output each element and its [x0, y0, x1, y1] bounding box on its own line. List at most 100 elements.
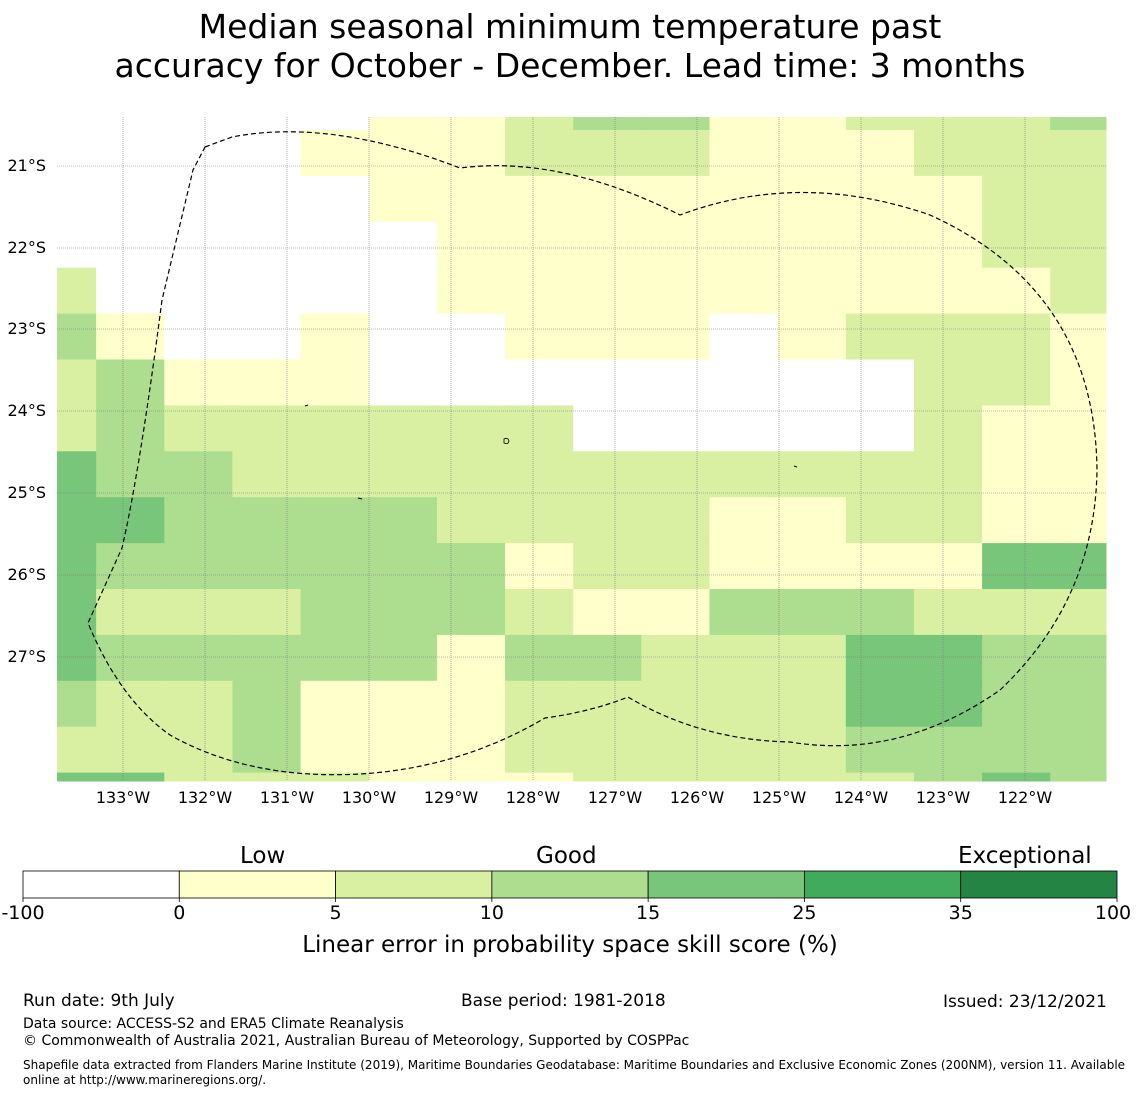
grid-cell	[96, 359, 165, 406]
grid-cell	[164, 221, 233, 269]
grid-cell	[505, 130, 574, 177]
grid-cell	[368, 726, 438, 774]
grid-cell	[96, 726, 165, 774]
colorbar-tick-label: 10	[479, 902, 504, 924]
grid-cell	[368, 451, 438, 498]
grid-cell	[1050, 543, 1107, 590]
grid-cell	[300, 726, 370, 774]
grid-cell	[777, 451, 847, 498]
grid-cell	[573, 267, 642, 315]
grid-cell	[1050, 680, 1107, 728]
grid-cell	[913, 359, 983, 406]
grid-cell	[505, 680, 574, 728]
grid-cell	[164, 130, 233, 177]
grid-cell	[777, 117, 847, 131]
grid-cell	[300, 772, 370, 782]
grid-cell	[641, 117, 710, 131]
map-title-line-1: Median seasonal minimum temperature past	[198, 7, 942, 46]
grid-cell	[573, 726, 642, 774]
colorbar-segment	[647, 870, 805, 899]
grid-cell	[982, 175, 1051, 223]
grid-cell	[300, 589, 370, 636]
grid-cell	[505, 405, 574, 452]
grid-cell	[982, 405, 1051, 452]
grid-cell	[368, 130, 438, 177]
grid-cell	[232, 313, 302, 360]
issued-date: Issued: 23/12/2021	[943, 992, 1107, 1012]
grid-cell	[982, 543, 1051, 590]
grid-cell	[232, 772, 302, 782]
grid-cell	[845, 405, 915, 452]
grid-cell	[164, 313, 233, 360]
longitude-label: 128°W	[505, 788, 561, 807]
grid-cell	[845, 634, 915, 682]
islet	[793, 465, 798, 468]
grid-cell	[777, 359, 847, 406]
grid-cell	[57, 221, 97, 269]
grid-cell	[845, 497, 915, 544]
grid-cell	[641, 589, 710, 636]
grid-cell	[57, 175, 97, 223]
grid-cell	[1050, 221, 1107, 269]
grid-cell	[96, 130, 165, 177]
grid-cell	[164, 680, 233, 728]
grid-cell	[913, 543, 983, 590]
base-period: Base period: 1981-2018	[461, 991, 666, 1011]
longitude-label: 126°W	[669, 788, 725, 807]
grid-cell	[57, 680, 97, 728]
eez-boundary	[87, 131, 1098, 776]
grid-cell	[709, 221, 779, 269]
grid-cell	[913, 313, 983, 360]
colorbar-segment	[178, 870, 336, 899]
colorbar-tick-label: 15	[636, 902, 661, 924]
grid-cell	[436, 634, 506, 682]
grid-cell	[982, 680, 1051, 728]
grid-cell	[777, 175, 847, 223]
grid-cell	[777, 130, 847, 177]
islet	[304, 404, 309, 407]
grid-cell	[1050, 175, 1107, 223]
grid-cell	[913, 175, 983, 223]
latitude-label: 27°S	[7, 647, 46, 666]
grid-cell	[709, 634, 779, 682]
grid-cell	[57, 634, 97, 682]
colorbar-tick-label: 0	[173, 902, 186, 924]
grid-cell	[982, 634, 1051, 682]
grid-cell	[232, 221, 302, 269]
grid-cell	[505, 267, 574, 315]
grid-cell	[164, 726, 233, 774]
colorbar-segment	[335, 870, 493, 899]
grid-cell	[709, 175, 779, 223]
grid-cell	[913, 634, 983, 682]
grid-cell	[1050, 634, 1107, 682]
grid-cell	[1050, 313, 1107, 360]
grid-cell	[96, 589, 165, 636]
grid-cell	[1050, 359, 1107, 406]
grid-cell	[1050, 589, 1107, 636]
grid-cell	[913, 117, 983, 131]
colorbar-segment	[22, 870, 180, 899]
grid-cell	[164, 772, 233, 782]
copyright: © Commonwealth of Australia 2021, Austra…	[23, 1033, 690, 1049]
latitude-label: 23°S	[7, 319, 46, 338]
grid-cell	[845, 451, 915, 498]
grid-cell	[573, 405, 642, 452]
grid-cell	[573, 772, 642, 782]
grid-cell	[164, 634, 233, 682]
latitude-label: 21°S	[7, 156, 46, 175]
grid-cell	[57, 726, 97, 774]
latitude-label: 24°S	[7, 401, 46, 420]
grid-cell	[505, 634, 574, 682]
islet	[357, 497, 363, 500]
grid-cell	[709, 543, 779, 590]
islets	[304, 404, 798, 500]
grid-cell	[573, 313, 642, 360]
grid-cell	[709, 589, 779, 636]
grid-cell	[57, 359, 97, 406]
grid-cell	[641, 451, 710, 498]
grid-cell	[96, 175, 165, 223]
longitude-label: 127°W	[587, 788, 643, 807]
grid-cell	[1050, 267, 1107, 315]
colorbar-segment	[960, 870, 1118, 899]
grid-cell	[641, 680, 710, 728]
